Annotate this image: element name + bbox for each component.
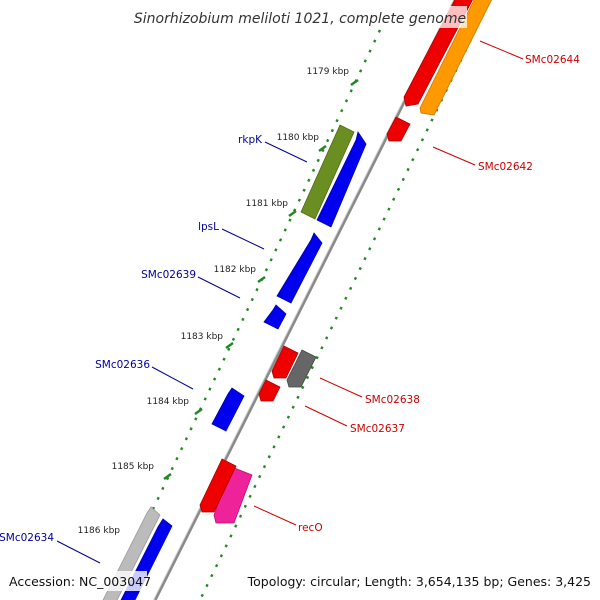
title-backdrop	[132, 6, 467, 28]
tick-mark-1182	[257, 275, 266, 284]
tick-label-1180: 1180 kbp	[277, 133, 320, 143]
tick-label-1185: 1185 kbp	[112, 462, 155, 472]
gene-smc02642-arrow	[386, 116, 411, 142]
tick-label-1186: 1186 kbp	[78, 526, 121, 536]
tick-mark-1185	[163, 472, 172, 481]
tick-mark-1180	[318, 144, 327, 153]
tick-label-1183: 1183 kbp	[181, 332, 224, 342]
gene-rkpk-inner-arrow	[316, 131, 367, 228]
gene-rkpk-arrow	[300, 124, 355, 220]
leader-smc02637	[304, 405, 348, 427]
tick-mark-1179	[350, 78, 359, 87]
footer-accession-backdrop	[5, 571, 147, 591]
gene-smc02639-arrow	[263, 304, 287, 330]
tick-mark-1184	[194, 407, 203, 416]
gene-smc02637-arrow	[258, 379, 281, 402]
leader-lpsl	[221, 228, 265, 250]
leader-smc02639	[197, 276, 241, 299]
tick-label-1184: 1184 kbp	[147, 397, 190, 407]
gene-reco-arrow-inner	[199, 458, 237, 513]
footer-summary: Topology: circular; Length: 3,654,135 bp…	[247, 574, 591, 589]
leader-smc02644	[479, 40, 524, 60]
leader-smc02636	[151, 366, 194, 390]
gene-smc02638-arrow-inner	[271, 345, 299, 379]
footer-summary-backdrop	[258, 571, 595, 591]
reverse-gene-labels: SMc02644 SMc02642 SMc02638 SMc02637 recO	[253, 40, 580, 534]
label-smc02637: SMc02637	[350, 423, 405, 435]
label-smc02639: SMc02639	[141, 269, 196, 281]
label-smc02634: SMc02634	[0, 532, 54, 544]
tick-label-1181: 1181 kbp	[246, 199, 289, 209]
label-smc02636: SMc02636	[95, 359, 150, 371]
tick-label-1182: 1182 kbp	[214, 265, 257, 275]
reverse-strand-genes	[199, 0, 492, 524]
tick-label-1179: 1179 kbp	[307, 67, 350, 77]
gene-smc02638-arrow	[286, 349, 317, 388]
gene-lpsl-arrow	[276, 232, 323, 304]
label-reco: recO	[298, 522, 323, 534]
gene-smc02636-arrow	[211, 387, 245, 432]
label-smc02638: SMc02638	[365, 394, 420, 406]
footer-accession: Accession: NC_003047	[9, 574, 151, 589]
label-lpsl: lpsL	[198, 221, 219, 233]
label-smc02642: SMc02642	[478, 161, 533, 173]
label-smc02644: SMc02644	[525, 54, 580, 66]
gene-smc02644-arrow	[419, 0, 492, 116]
leader-smc02638	[319, 377, 363, 398]
label-rkpk: rkpK	[238, 134, 263, 146]
leader-rkpk	[264, 141, 308, 163]
leader-reco	[253, 505, 297, 526]
leader-smc02634	[56, 540, 101, 564]
forward-gene-labels: rkpK lpsL SMc02639 SMc02636 SMc02634	[0, 134, 308, 564]
map-title: Sinorhizobium meliloti 1021, complete ge…	[134, 11, 466, 27]
leader-smc02642	[432, 146, 476, 166]
tick-mark-1181	[288, 209, 297, 218]
tick-mark-1183	[225, 341, 234, 350]
